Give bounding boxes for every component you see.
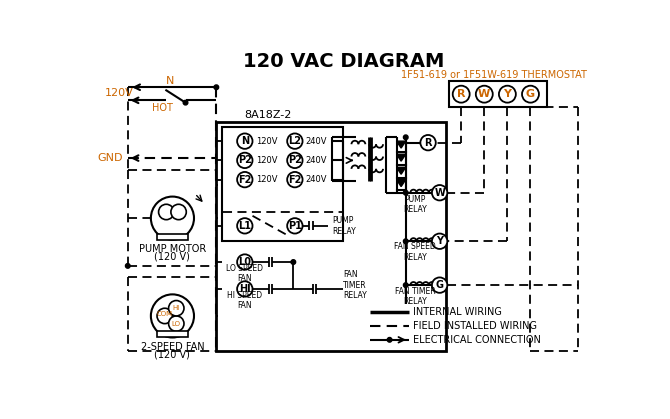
Text: F2: F2	[238, 175, 251, 185]
Text: 120V: 120V	[255, 175, 277, 184]
Text: P1: P1	[288, 221, 302, 231]
Circle shape	[403, 135, 408, 140]
Circle shape	[432, 233, 448, 249]
Circle shape	[151, 295, 194, 337]
Circle shape	[237, 153, 253, 168]
Bar	[216, 122, 446, 351]
Circle shape	[403, 283, 408, 287]
Circle shape	[387, 337, 392, 342]
Circle shape	[237, 254, 253, 270]
Circle shape	[432, 185, 448, 200]
Text: 240V: 240V	[306, 156, 327, 165]
Text: ELECTRICAL CONNECTION: ELECTRICAL CONNECTION	[413, 335, 541, 345]
Circle shape	[499, 86, 516, 103]
Circle shape	[403, 239, 408, 243]
Circle shape	[237, 218, 253, 233]
Text: R: R	[424, 138, 432, 147]
Bar	[222, 127, 343, 241]
Circle shape	[157, 308, 172, 323]
Text: Y: Y	[503, 89, 511, 99]
Polygon shape	[397, 180, 406, 186]
Text: HI: HI	[173, 305, 180, 311]
Circle shape	[125, 264, 130, 268]
Text: 2-SPEED FAN: 2-SPEED FAN	[141, 342, 204, 352]
Text: 240V: 240V	[306, 137, 327, 146]
Text: PUMP
RELAY: PUMP RELAY	[332, 216, 356, 235]
Text: FAN SPEED
RELAY: FAN SPEED RELAY	[394, 242, 436, 262]
Text: L1: L1	[239, 221, 251, 231]
Text: 1F51-619 or 1F51W-619 THERMOSTAT: 1F51-619 or 1F51W-619 THERMOSTAT	[401, 70, 586, 80]
Bar	[157, 233, 188, 240]
Text: 240V: 240V	[306, 175, 327, 184]
Circle shape	[237, 172, 253, 187]
Text: G: G	[436, 280, 444, 290]
Text: COM: COM	[157, 311, 173, 317]
Text: P2: P2	[288, 155, 302, 166]
Circle shape	[159, 204, 174, 220]
Text: HI: HI	[239, 284, 251, 294]
Circle shape	[453, 86, 470, 103]
Polygon shape	[397, 167, 406, 174]
Text: GND: GND	[97, 153, 123, 163]
Circle shape	[476, 86, 492, 103]
Circle shape	[169, 300, 184, 316]
Text: 120V: 120V	[255, 156, 277, 165]
Text: PUMP
RELAY: PUMP RELAY	[403, 194, 427, 214]
Text: INTERNAL WIRING: INTERNAL WIRING	[413, 307, 502, 317]
Text: FAN
TIMER
RELAY: FAN TIMER RELAY	[343, 270, 367, 300]
Text: 120 VAC DIAGRAM: 120 VAC DIAGRAM	[243, 52, 444, 70]
Bar	[157, 331, 188, 337]
Text: W: W	[434, 188, 445, 198]
Circle shape	[403, 190, 408, 195]
Text: P2: P2	[238, 155, 252, 166]
Circle shape	[522, 86, 539, 103]
Text: HOT: HOT	[152, 103, 173, 113]
Text: FIELD INSTALLED WIRING: FIELD INSTALLED WIRING	[413, 321, 537, 331]
Circle shape	[287, 218, 303, 233]
Text: (120 V): (120 V)	[155, 349, 190, 360]
Circle shape	[287, 172, 303, 187]
Bar	[449, 81, 547, 107]
Circle shape	[291, 260, 295, 264]
Circle shape	[287, 133, 303, 149]
Text: FAN TIMER
RELAY: FAN TIMER RELAY	[395, 287, 436, 306]
Circle shape	[420, 135, 436, 150]
Text: R: R	[457, 89, 466, 99]
Circle shape	[287, 153, 303, 168]
Text: 120V: 120V	[255, 137, 277, 146]
Circle shape	[151, 197, 194, 240]
Text: G: G	[526, 89, 535, 99]
Text: HI SPEED
FAN: HI SPEED FAN	[227, 291, 263, 310]
Text: N: N	[241, 136, 249, 146]
Text: Y: Y	[436, 236, 443, 246]
Text: N: N	[166, 76, 174, 86]
Text: 120V: 120V	[105, 88, 133, 98]
Circle shape	[171, 204, 186, 220]
Circle shape	[169, 316, 184, 331]
Circle shape	[237, 133, 253, 149]
Text: LO SPEED
FAN: LO SPEED FAN	[226, 264, 263, 283]
Circle shape	[183, 100, 188, 105]
Polygon shape	[397, 154, 406, 161]
Text: LO: LO	[172, 321, 181, 327]
Text: 8A18Z-2: 8A18Z-2	[245, 110, 291, 120]
Text: L0: L0	[239, 257, 251, 267]
Text: L2: L2	[288, 136, 302, 146]
Polygon shape	[397, 141, 406, 148]
Text: (120 V): (120 V)	[155, 252, 190, 261]
Circle shape	[432, 277, 448, 293]
Text: F2: F2	[288, 175, 302, 185]
Circle shape	[237, 281, 253, 297]
Text: PUMP MOTOR: PUMP MOTOR	[139, 244, 206, 254]
Circle shape	[214, 85, 218, 90]
Text: W: W	[478, 89, 490, 99]
